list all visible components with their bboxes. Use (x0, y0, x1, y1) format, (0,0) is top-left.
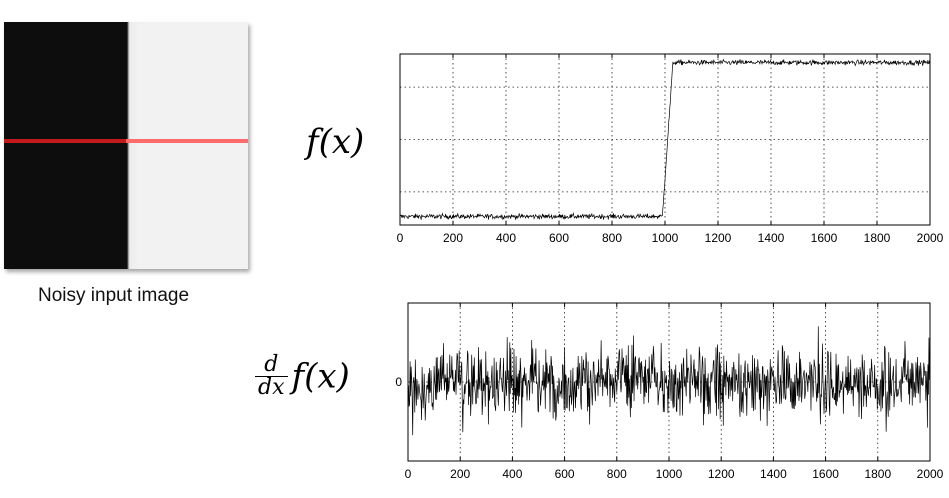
chart2-ytick-label-0: 0 (395, 375, 402, 389)
chart2-xtick-label-200: 200 (450, 467, 470, 481)
chart1-xtick-label-1600: 1600 (811, 231, 838, 245)
chart2-xtick-label-1600: 1600 (812, 467, 839, 481)
chart2-xtick-label-1200: 1200 (708, 467, 735, 481)
chart1-xtick-label-600: 600 (549, 231, 569, 245)
chart2-xtick-label-1000: 1000 (656, 467, 683, 481)
chart1-xtick-label-2000: 2000 (917, 231, 944, 245)
chart2-xtick-label-2000: 2000 (917, 467, 944, 481)
chart1-xtick-label-0: 0 (397, 231, 404, 245)
chart2-xtick-label-1400: 1400 (760, 467, 787, 481)
chart1-xtick-label-1200: 1200 (705, 231, 732, 245)
chart2-xtick-label-400: 400 (502, 467, 522, 481)
chart1-xtick-label-200: 200 (443, 231, 463, 245)
chart2-series-0-line (408, 326, 930, 435)
chart1-xtick-label-800: 800 (602, 231, 622, 245)
chart1-xtick-label-1800: 1800 (864, 231, 891, 245)
chart2-xtick-label-600: 600 (555, 467, 575, 481)
chart2-xtick-label-1800: 1800 (864, 467, 891, 481)
chart2-xtick-label-0: 0 (405, 467, 412, 481)
chart1-xtick-label-1000: 1000 (652, 231, 679, 245)
chart1-xtick-label-1400: 1400 (758, 231, 785, 245)
chart2-xtick-label-800: 800 (607, 467, 627, 481)
chart1-xtick-label-400: 400 (496, 231, 516, 245)
